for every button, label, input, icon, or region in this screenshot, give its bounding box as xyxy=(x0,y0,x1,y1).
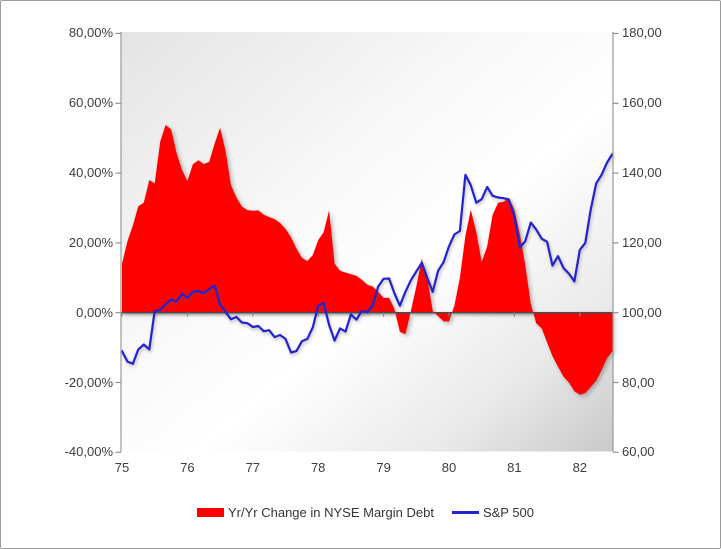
line-series-swatch xyxy=(451,510,479,514)
x-axis-tick-label: 81 xyxy=(507,460,522,475)
left-axis-tick-label: 20,00% xyxy=(68,234,113,250)
right-axis-tick-label: 80,00 xyxy=(622,374,655,390)
line-series-legend-label: S&P 500 xyxy=(482,504,535,520)
right-axis-tick-label: 100,00 xyxy=(622,304,662,320)
left-axis-tick-label: 60,00% xyxy=(68,95,113,111)
right-axis-tick-label: 160,00 xyxy=(622,95,662,111)
x-axis-tick-label: 77 xyxy=(245,460,261,475)
area-series-legend-label: Yr/Yr Change in NYSE Margin Debt xyxy=(228,504,434,520)
right-axis-tick-label: 180,00 xyxy=(622,25,662,41)
sp500-line-series xyxy=(120,152,614,365)
legend: Yr/Yr Change in NYSE Margin Debt S&P 500 xyxy=(197,504,534,520)
x-axis-tick-label: 82 xyxy=(572,460,588,475)
right-axis-ticks xyxy=(613,32,619,453)
left-axis-ticks xyxy=(115,32,121,453)
right-axis-tick-label: 60,00 xyxy=(622,444,655,460)
left-axis-tick-label: 0,00% xyxy=(76,304,113,320)
x-axis-ticks xyxy=(121,312,581,317)
x-axis-tick-label: 75 xyxy=(114,460,130,475)
left-axis-tick-label: 80,00% xyxy=(68,25,113,41)
left-axis-tick-label: -20,00% xyxy=(64,374,113,390)
x-axis-tick-label: 78 xyxy=(310,460,326,475)
margin-debt-area-series xyxy=(122,124,613,395)
x-axis-tick-label: 79 xyxy=(376,460,391,475)
area-series-swatch xyxy=(197,507,224,517)
x-axis-tick-label: 76 xyxy=(180,460,195,475)
right-axis-tick-label: 120,00 xyxy=(622,234,662,250)
x-axis-tick-label: 80 xyxy=(441,460,457,475)
left-axis-tick-label: -40,00% xyxy=(64,444,113,460)
left-axis-tick-label: 40,00% xyxy=(68,165,113,181)
right-axis-tick-label: 140,00 xyxy=(622,165,662,181)
